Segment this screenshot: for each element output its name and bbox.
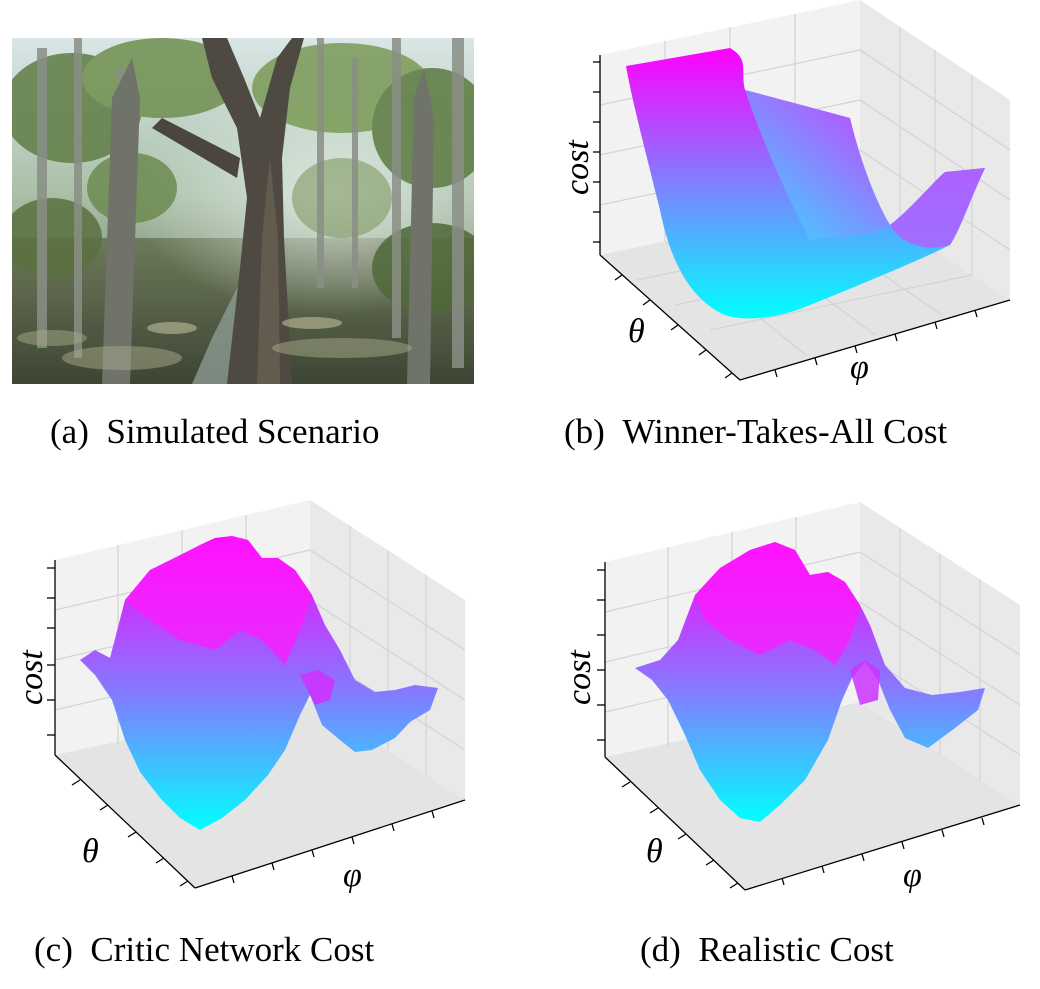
panel-critic-network-cost: cost θ φ (c) Critic Network Cost xyxy=(0,500,500,989)
axis-label-phi: φ xyxy=(903,857,922,894)
axis-label-theta: θ xyxy=(646,833,663,870)
forest-scene-image xyxy=(2,38,492,384)
axis-label-cost: cost xyxy=(560,139,596,195)
surface-plot-critic: cost θ φ xyxy=(13,500,466,894)
caption-tag: (c) xyxy=(34,930,73,969)
caption-title: Winner-Takes-All Cost xyxy=(622,412,948,451)
caption-b: (b) Winner-Takes-All Cost xyxy=(564,412,947,452)
caption-c: (c) Critic Network Cost xyxy=(34,930,374,970)
caption-tag: (a) xyxy=(50,412,89,451)
panel-realistic-cost: cost θ φ (d) Realistic Cost xyxy=(560,500,1040,989)
caption-title: Critic Network Cost xyxy=(90,930,375,969)
surface-plot-realistic: cost θ φ xyxy=(561,502,1021,894)
axis-label-cost: cost xyxy=(561,649,598,705)
caption-title: Realistic Cost xyxy=(698,930,894,969)
axis-label-phi: φ xyxy=(343,857,362,894)
axis-label-cost: cost xyxy=(13,649,50,705)
axis-label-theta: θ xyxy=(82,833,99,870)
surface-plot-wta: cost θ φ xyxy=(559,0,1011,386)
caption-d: (d) Realistic Cost xyxy=(640,930,894,970)
caption-title: Simulated Scenario xyxy=(106,412,380,451)
axis-label-theta: θ xyxy=(628,313,645,350)
caption-tag: (b) xyxy=(564,412,605,451)
axis-label-phi: φ xyxy=(850,349,869,386)
panel-simulated-scenario: (a) Simulated Scenario xyxy=(2,38,492,451)
caption-tag: (d) xyxy=(640,930,681,969)
panel-winner-takes-all-cost: cost θ φ (b) Winner-Takes-All Cost xyxy=(559,0,1040,460)
caption-a: (a) Simulated Scenario xyxy=(50,412,380,452)
